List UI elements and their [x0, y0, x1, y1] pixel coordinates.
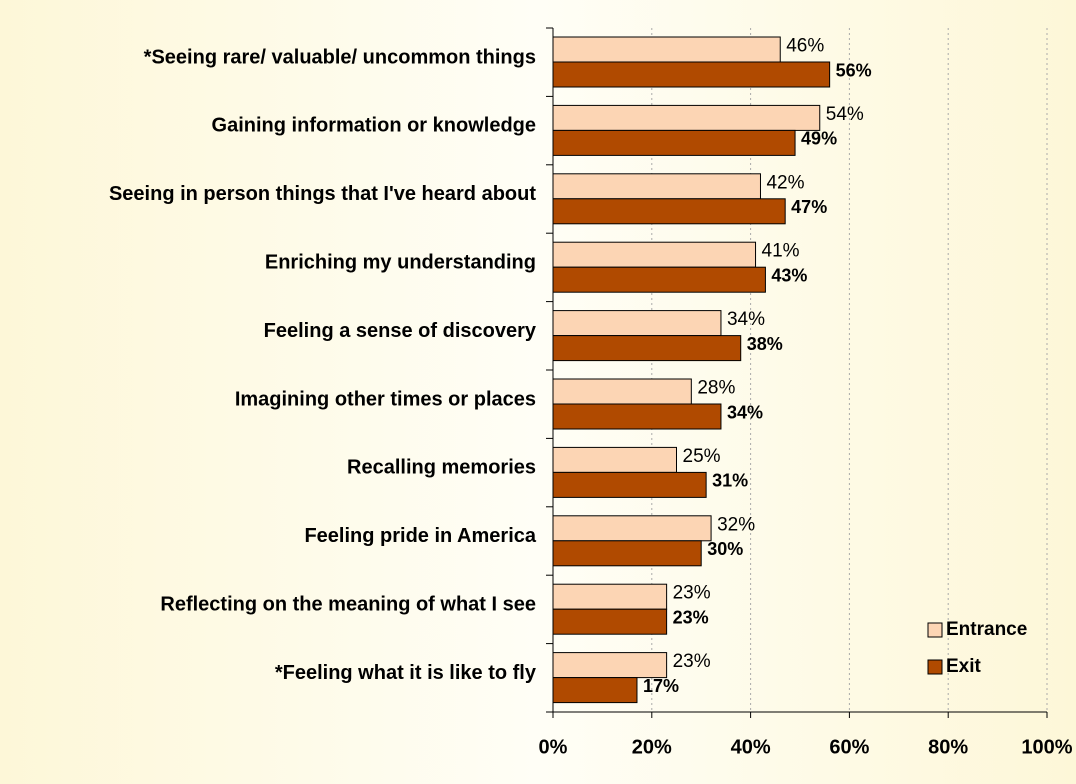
bar	[552, 241, 757, 268]
bar	[552, 61, 831, 88]
bar	[552, 266, 766, 293]
value-label: 23%	[673, 607, 709, 627]
legend-label: Exit	[946, 656, 982, 677]
x-tick-label: 100%	[1021, 736, 1072, 758]
bar	[552, 378, 692, 405]
value-label: 41%	[762, 241, 800, 262]
category-label: Feeling pride in America	[304, 525, 536, 547]
category-label: Recalling memories	[347, 457, 536, 479]
category-label: Feeling a sense of discovery	[264, 320, 537, 342]
value-label: 25%	[683, 446, 721, 467]
bar	[552, 310, 722, 337]
bar	[552, 173, 761, 200]
x-tick-label: 60%	[829, 736, 869, 758]
bar	[552, 198, 786, 225]
value-label: 42%	[766, 172, 804, 193]
bar	[552, 446, 677, 473]
legend-label: Entrance	[946, 619, 1027, 640]
value-label: 46%	[786, 36, 824, 57]
value-label: 23%	[673, 583, 711, 604]
bar	[552, 104, 821, 131]
value-label: 30%	[707, 539, 743, 559]
bar	[552, 36, 781, 63]
legend-swatch	[927, 622, 943, 638]
value-label: 43%	[771, 265, 807, 285]
category-label: Enriching my understanding	[265, 251, 536, 273]
bar	[552, 540, 702, 567]
value-label: 34%	[727, 309, 765, 330]
bar	[552, 129, 796, 156]
x-tick-label: 40%	[731, 736, 771, 758]
value-label: 56%	[836, 60, 872, 80]
bar	[552, 335, 742, 362]
bar	[552, 471, 707, 498]
value-label: 34%	[727, 402, 763, 422]
value-label: 17%	[643, 676, 679, 696]
value-label: 31%	[712, 471, 748, 491]
bar	[552, 515, 712, 542]
category-label: *Seeing rare/ valuable/ uncommon things	[144, 46, 536, 68]
x-tick-label: 80%	[928, 736, 968, 758]
value-label: 23%	[673, 651, 711, 672]
value-label: 49%	[801, 129, 837, 149]
bar	[552, 608, 668, 635]
category-label: *Feeling what it is like to fly	[275, 662, 537, 684]
value-label: 28%	[697, 378, 735, 399]
bar	[552, 677, 638, 704]
x-tick-label: 20%	[632, 736, 672, 758]
value-label: 54%	[826, 104, 864, 125]
category-label: Seeing in person things that I've heard …	[109, 183, 536, 205]
category-label: Imagining other times or places	[235, 388, 536, 410]
legend-swatch	[927, 659, 943, 675]
value-label: 32%	[717, 514, 755, 535]
value-label: 47%	[791, 197, 827, 217]
bar	[552, 403, 722, 430]
value-label: 38%	[747, 334, 783, 354]
bar	[552, 652, 668, 679]
x-tick-label: 0%	[539, 736, 568, 758]
bar	[552, 583, 668, 610]
category-label: Gaining information or knowledge	[212, 115, 536, 137]
category-label: Reflecting on the meaning of what I see	[160, 593, 536, 615]
